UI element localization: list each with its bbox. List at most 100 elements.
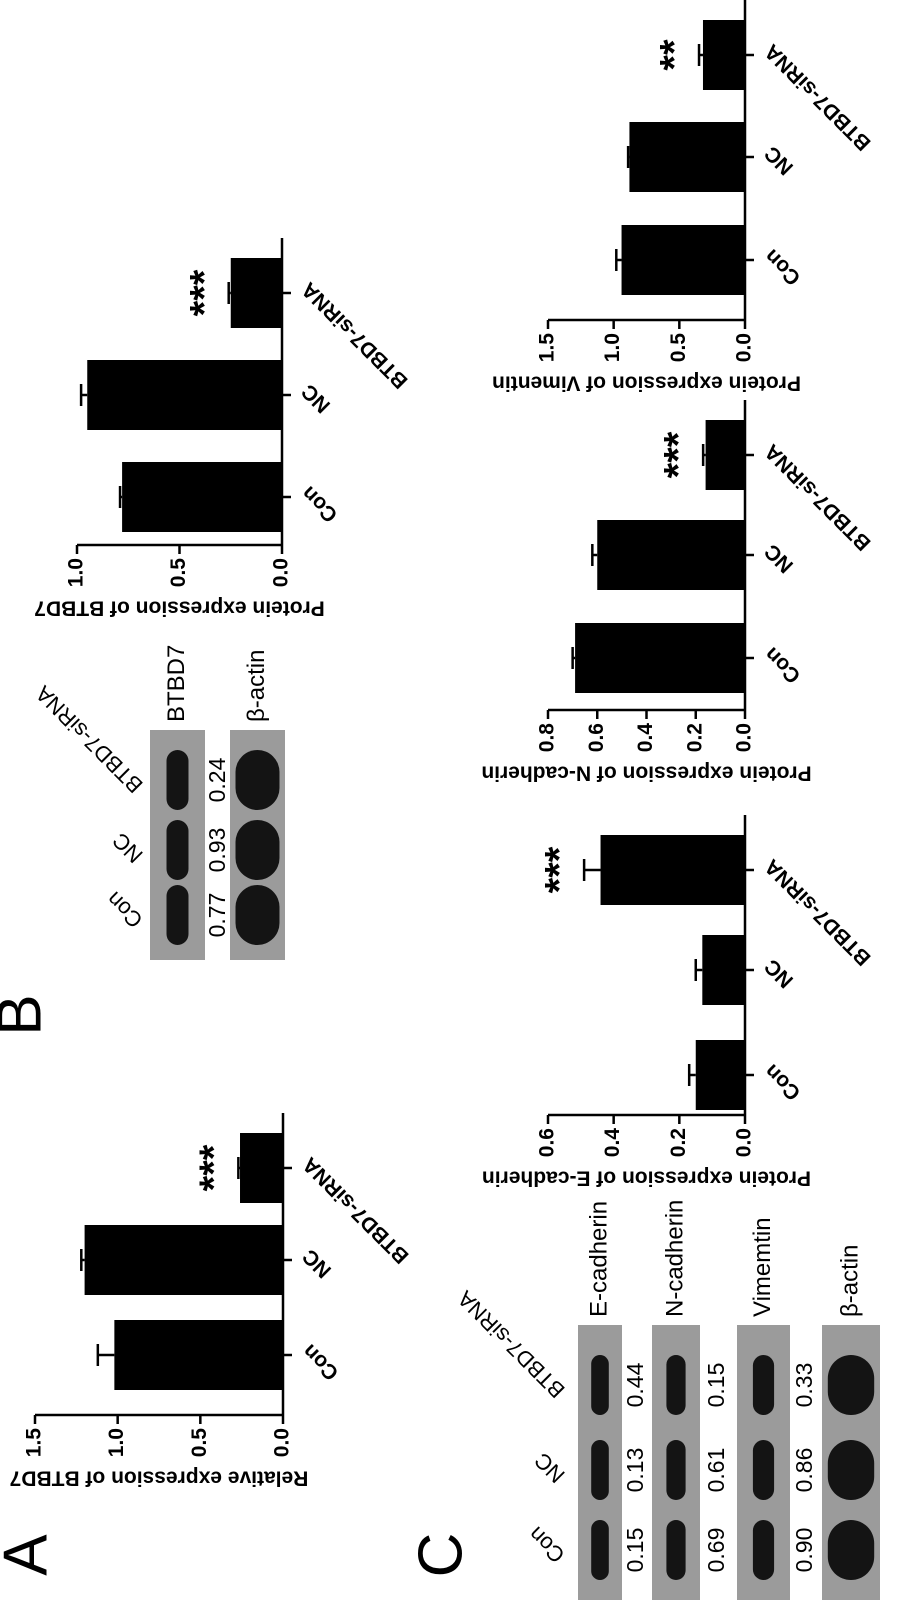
bar [87,360,282,430]
blot-band [753,1440,774,1500]
bar [703,20,745,90]
x-tick-label: NC [760,142,798,180]
blot-band [167,750,189,810]
blot-band [591,1440,609,1500]
bar [122,462,282,532]
panel-label: C [406,1533,475,1578]
y-tick-label: 0.0 [733,723,756,752]
y-tick-label: 0.0 [733,333,756,362]
blot-band [236,820,280,880]
lane-label: NC [107,828,147,868]
y-tick-label: 1.0 [65,558,88,587]
y-tick-label: 0.5 [667,333,690,363]
y-tick-label: 1.0 [601,333,624,362]
x-tick-label: NC [760,540,798,578]
figure: A B C 0.0 0.5 1.0 1.5 Relative expression of BT… [0,0,899,1605]
band-value: 0.77 [204,893,230,938]
row-label: N-cadherin [661,1200,688,1317]
y-axis-title: Protein expression of Vimentin [492,371,801,394]
bar [85,1225,283,1295]
y-tick-label: 0.2 [683,723,706,752]
significance: *** [657,431,701,478]
row-label: β-actin [836,1245,863,1318]
significance: *** [538,846,582,893]
band-value: 0.44 [622,1362,648,1407]
band-value: 0.24 [204,757,230,802]
band-value: 0.13 [622,1448,648,1493]
y-tick-label: 0.4 [601,1128,624,1158]
y-tick-label: 1.5 [23,1428,46,1458]
y-axis-title: Protein expression of E-cadherin [482,1166,811,1189]
bar [231,258,282,328]
x-tick-label: NC [298,1245,336,1283]
y-tick-label: 0.0 [271,1428,294,1457]
significance: *** [192,1144,236,1191]
significance: *** [182,269,226,316]
significance: ** [653,39,697,71]
lane-label: BTBD7-siRNA [452,1286,569,1403]
x-tick-label: BTBD7-siRNA [760,40,875,155]
row-label: BTBD7 [163,645,190,722]
y-tick-label: 0.6 [536,1128,559,1157]
bar [597,520,745,590]
row-label: Vimemtin [749,1217,776,1317]
x-tick-label: Con [297,482,342,527]
band-value: 0.15 [622,1528,648,1573]
band-value: 0.86 [791,1448,817,1493]
y-tick-label: 0.5 [188,1428,211,1458]
y-axis-title: Relative expression of BTBD7 [10,1466,309,1489]
bar [601,835,745,905]
blot-band [753,1355,774,1415]
y-tick-label: 0.5 [167,558,190,588]
x-tick-label: Con [760,1060,805,1105]
blot-band [591,1355,609,1415]
blot-band [666,1520,685,1580]
y-tick-label: 0.8 [536,723,559,753]
blot-band [666,1440,685,1500]
y-tick-label: 0.6 [585,723,608,752]
blot-band [591,1520,609,1580]
band-value: 0.90 [791,1528,817,1573]
blot-band [167,820,189,880]
panel-label: A [0,1534,60,1576]
y-tick-label: 0.2 [667,1128,690,1157]
lane-label: Con [101,887,147,933]
x-tick-label: Con [760,245,805,290]
lane-label: Con [523,1522,569,1568]
bar [114,1320,283,1390]
band-value: 0.33 [791,1363,817,1408]
bar [622,225,745,295]
row-label: E-cadherin [585,1201,612,1317]
band-value: 0.61 [703,1448,729,1493]
blot-band [236,885,280,945]
bar [240,1133,283,1203]
blot-band [236,750,280,810]
x-tick-label: NC [760,955,798,993]
bar [696,1040,745,1110]
lane-label: BTBD7-siRNA [30,681,147,798]
figure-svg: A B C 0.0 0.5 1.0 1.5 Relative expression of BT… [0,0,899,1605]
blot-band [828,1520,874,1580]
y-tick-label: 1.5 [536,333,559,363]
band-value: 0.15 [703,1363,729,1408]
page: A B C 0.0 0.5 1.0 1.5 Relative expression of BT… [0,0,899,1605]
blot-band [828,1355,874,1415]
band-value: 0.93 [204,828,230,873]
bar [629,122,745,192]
x-tick-label: BTBD7-siRNA [760,440,875,555]
y-axis-title: Protein expression of BTBD7 [34,596,325,619]
x-tick-label: BTBD7-siRNA [760,855,875,970]
y-tick-label: 0.0 [270,558,293,587]
bar [575,623,745,693]
bar [706,420,745,490]
bar [702,935,745,1005]
y-tick-label: 1.0 [105,1428,128,1457]
x-tick-label: Con [760,643,805,688]
blot-band [753,1520,774,1580]
blot-band [666,1355,685,1415]
row-label: β-actin [243,650,270,723]
y-tick-label: 0.4 [634,723,657,753]
x-tick-label: NC [297,380,335,418]
blot-band [828,1440,874,1500]
panel-label: B [0,994,54,1035]
